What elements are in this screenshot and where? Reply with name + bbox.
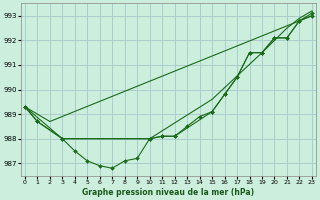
X-axis label: Graphe pression niveau de la mer (hPa): Graphe pression niveau de la mer (hPa) xyxy=(82,188,254,197)
